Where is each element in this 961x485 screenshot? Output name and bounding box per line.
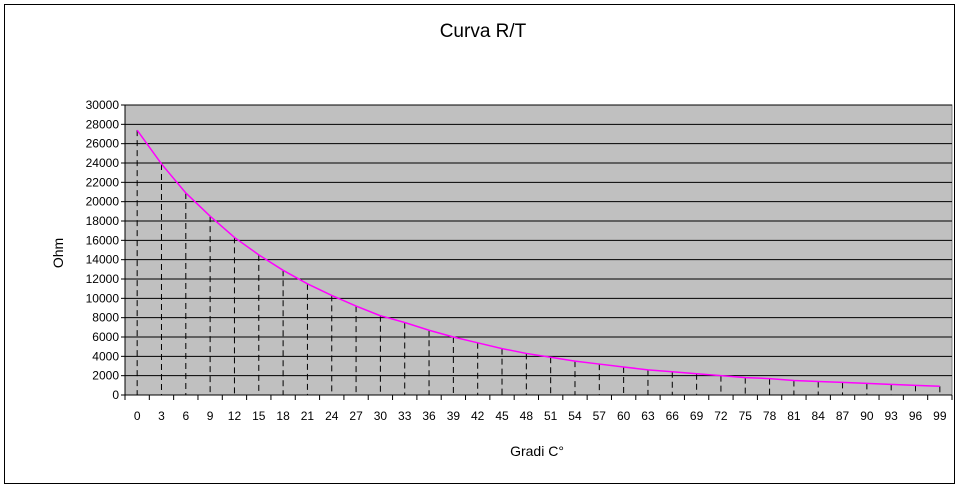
y-tick-label: 0	[112, 388, 119, 402]
x-tick-label: 48	[520, 409, 534, 423]
x-tick-label: 69	[690, 409, 704, 423]
x-tick-label: 45	[495, 409, 509, 423]
x-tick-label: 90	[860, 409, 874, 423]
chart-title: Curva R/T	[440, 21, 527, 42]
plot-area: 0200040006000800010000120001400016000180…	[86, 98, 953, 423]
x-tick-label: 9	[207, 409, 214, 423]
x-tick-label: 78	[763, 409, 777, 423]
y-tick-label: 24000	[86, 156, 120, 170]
chart-frame: Curva R/T 0 2000 4000 6000 8000 10000 12000 140…	[4, 4, 955, 484]
line-chart: Curva R/T 0 2000 4000 6000 8000 10000 12000 140…	[50, 21, 953, 459]
x-tick-label: 36	[422, 409, 436, 423]
plot-background	[124, 104, 953, 396]
y-tick-label: 8000	[92, 311, 119, 325]
x-tick-label: 54	[568, 409, 582, 423]
x-tick-label: 6	[182, 409, 189, 423]
y-tick-label: 22000	[86, 175, 120, 189]
x-tick-label: 51	[544, 409, 558, 423]
x-tick-label: 15	[252, 409, 266, 423]
y-tick-label: 6000	[92, 330, 119, 344]
x-tick-label: 99	[933, 409, 947, 423]
y-tick-label: 14000	[86, 253, 120, 267]
y-tick-label: 18000	[86, 214, 120, 228]
x-tick-label: 18	[276, 409, 290, 423]
y-axis-title: Ohm	[50, 238, 66, 268]
x-tick-label: 3	[158, 409, 165, 423]
x-tick-label: 72	[714, 409, 728, 423]
y-tick-label: 10000	[86, 291, 120, 305]
y-tick-label: 20000	[86, 195, 120, 209]
x-axis-title: Gradi C°	[510, 443, 564, 459]
x-tick-label: 63	[641, 409, 655, 423]
x-tick-label: 27	[349, 409, 363, 423]
y-tick-label: 26000	[86, 137, 120, 151]
y-tick-label: 2000	[92, 369, 119, 383]
x-tick-label: 33	[398, 409, 412, 423]
x-tick-label: 0	[134, 409, 141, 423]
y-tick-label: 4000	[92, 349, 119, 363]
x-tick-label: 60	[617, 409, 631, 423]
x-tick-label: 21	[301, 409, 315, 423]
x-tick-label: 57	[593, 409, 607, 423]
x-tick-label: 66	[666, 409, 680, 423]
x-tick-label: 75	[739, 409, 753, 423]
x-tick-label: 96	[909, 409, 923, 423]
x-tick-label: 93	[885, 409, 899, 423]
y-tick-label: 28000	[86, 117, 120, 131]
x-tick-label: 84	[812, 409, 826, 423]
x-tick-label: 12	[228, 409, 242, 423]
x-tick-label: 81	[787, 409, 801, 423]
x-tick-label: 87	[836, 409, 850, 423]
x-tick-label: 30	[374, 409, 388, 423]
x-tick-label: 24	[325, 409, 339, 423]
series-line	[136, 129, 940, 388]
y-tick-label: 30000	[86, 98, 120, 112]
x-tick-label: 42	[471, 409, 485, 423]
y-tick-label: 12000	[86, 272, 120, 286]
x-tick-label: 39	[447, 409, 461, 423]
y-tick-label: 16000	[86, 233, 120, 247]
